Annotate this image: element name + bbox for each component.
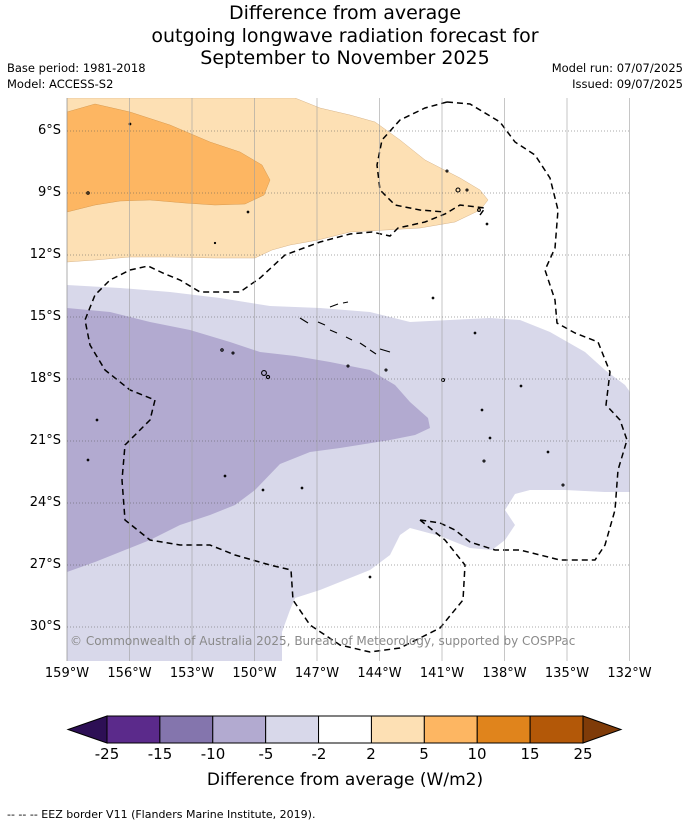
lon-label-144w: 144°W xyxy=(357,666,402,681)
colorbar-segment xyxy=(159,715,214,744)
lon-label-159w: 159°W xyxy=(44,666,90,681)
lat-label-27s: 27°S xyxy=(29,557,61,572)
title-line-2: outgoing longwave radiation forecast for xyxy=(151,24,539,47)
eez-legend-text: -- -- -- EEZ border V11 (Flanders Marine… xyxy=(7,808,316,821)
colorbar-segment xyxy=(318,715,372,744)
colorbar-tick-label: -10 xyxy=(200,745,226,763)
colorbar-segment xyxy=(106,715,161,744)
colorbar-tick-label: -25 xyxy=(94,745,120,763)
eez-border-north xyxy=(419,101,628,561)
meta-left: Base period: 1981-2018 Model: ACCESS-S2 xyxy=(7,60,146,92)
title-line-1: Difference from average xyxy=(228,2,462,24)
colorbar-segment xyxy=(476,715,531,744)
colorbar-extend-max xyxy=(582,715,623,744)
colorbar-segment xyxy=(370,715,425,744)
colorbar-extend-min xyxy=(66,715,108,744)
issued-text: Issued: 09/07/2025 xyxy=(572,77,683,91)
colorbar-tick-label: -2 xyxy=(311,745,327,763)
meta-right: Model run: 07/07/2025 Issued: 09/07/2025 xyxy=(552,60,683,92)
lat-label-24s: 24°S xyxy=(29,495,61,510)
model-text: Model: ACCESS-S2 xyxy=(7,77,114,91)
colorbar-segment xyxy=(265,715,320,744)
lon-label-138w: 138°W xyxy=(482,666,527,681)
eez-border-south xyxy=(84,204,487,653)
colorbar-tick-label: 25 xyxy=(573,745,593,763)
eez-border-cap xyxy=(376,101,448,213)
lat-label-21s: 21°S xyxy=(29,433,61,448)
base-period-text: Base period: 1981-2018 xyxy=(7,61,146,75)
colorbar-tick-label: 15 xyxy=(520,745,540,763)
islands xyxy=(86,122,565,579)
lon-label-156w: 156°W xyxy=(107,666,152,681)
lon-label-135w: 135°W xyxy=(544,666,590,681)
copyright-text: © Commonwealth of Australia 2025, Bureau… xyxy=(70,634,576,648)
lat-label-30s: 30°S xyxy=(29,619,61,634)
lon-label-141w: 141°W xyxy=(419,666,465,681)
model-run-text: Model run: 07/07/2025 xyxy=(551,61,683,75)
colorbar-tick-label: -15 xyxy=(147,745,173,763)
title-line-3: September to November 2025 xyxy=(200,47,490,69)
colorbar-tick-label: 5 xyxy=(419,745,429,763)
colorbar-tick-label: 10 xyxy=(467,745,487,763)
negative-anomaly-purple-region xyxy=(67,308,430,572)
lat-label-6s: 6°S xyxy=(37,123,61,138)
lon-label-147w: 147°W xyxy=(294,666,340,681)
lon-label-150w: 150°W xyxy=(232,666,277,681)
lat-label-9s: 9°S xyxy=(37,185,61,200)
lat-label-15s: 15°S xyxy=(29,309,61,324)
colorbar-segment xyxy=(212,715,267,744)
colorbar-tick-label: 2 xyxy=(366,745,376,763)
lat-label-12s: 12°S xyxy=(29,247,61,262)
colorbar-segment xyxy=(423,715,478,744)
colorbar-label: Difference from average (W/m2) xyxy=(206,770,484,790)
lon-label-132w: 132°W xyxy=(607,666,652,681)
gridlines xyxy=(66,98,630,661)
lon-label-153w: 153°W xyxy=(169,666,215,681)
colorbar-segment xyxy=(529,715,584,744)
positive-anomaly-orange-region xyxy=(67,103,271,213)
chart-title: Difference from average outgoing longwav… xyxy=(0,2,690,70)
lat-label-18s: 18°S xyxy=(29,371,61,386)
colorbar-tick-label: -5 xyxy=(258,745,274,763)
